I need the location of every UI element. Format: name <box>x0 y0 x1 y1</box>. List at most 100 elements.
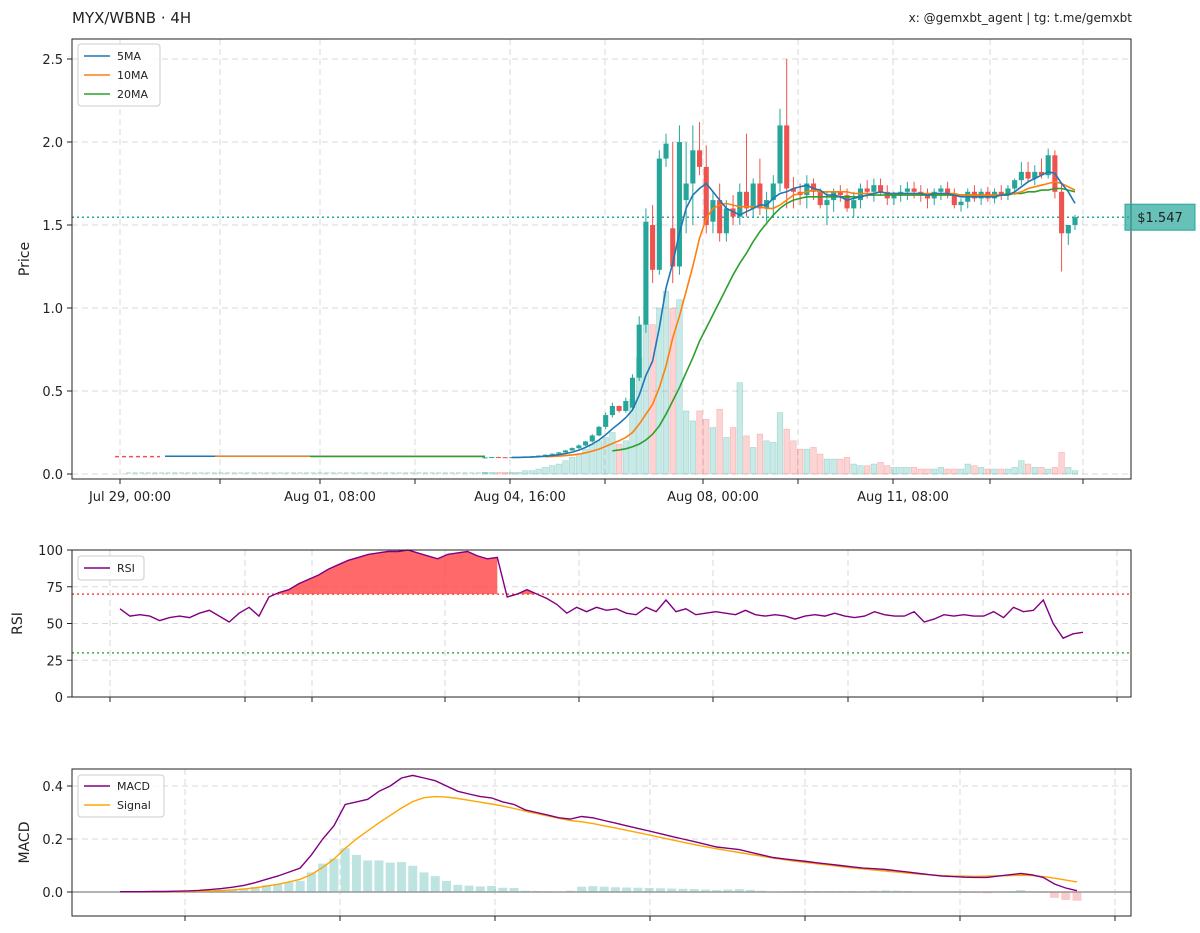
volume-bar <box>837 458 844 475</box>
volume-bar <box>1071 470 1079 475</box>
price-ytick-label: 0.5 <box>42 385 63 400</box>
volume-bar <box>343 472 349 474</box>
volume-bar <box>535 468 542 475</box>
volume-bar <box>662 291 670 475</box>
volume-bar <box>729 427 737 475</box>
macd-histogram-bar <box>1061 892 1071 900</box>
volume-bar <box>264 472 270 474</box>
candle-body <box>549 453 555 455</box>
volume-bar <box>244 472 250 474</box>
volume-bar <box>251 472 257 474</box>
candle-body <box>1025 171 1031 179</box>
volume-bar <box>330 472 336 474</box>
price-xtick-label: Aug 01, 08:00 <box>284 490 376 505</box>
macd-histogram-bar <box>430 876 440 892</box>
candle-body <box>703 166 709 225</box>
macd-histogram-bar <box>273 883 283 892</box>
price-ytick-label: 2.5 <box>42 53 63 68</box>
volume-bar <box>656 307 663 475</box>
volume-bar <box>642 324 650 475</box>
macd-histogram-bar <box>228 889 238 892</box>
rsi-ylabel: RSI <box>10 612 26 635</box>
volume-bar <box>709 427 717 475</box>
volume-bar <box>810 447 817 475</box>
candle-body <box>750 183 756 209</box>
volume-bar <box>284 472 290 474</box>
volume-bar <box>562 460 569 475</box>
volume-bar <box>984 468 991 475</box>
candle-body <box>663 143 669 159</box>
volume-bar <box>271 472 277 474</box>
volume-bar <box>508 472 515 475</box>
candle-body <box>938 188 944 192</box>
macd-histogram-bar <box>633 887 643 892</box>
volume-bar <box>937 467 945 475</box>
macd-histogram-bar <box>588 886 598 892</box>
candle-body <box>616 405 622 411</box>
volume-bar <box>897 467 904 475</box>
candle-body <box>690 150 696 184</box>
volume-bar <box>231 472 237 474</box>
volume-bar <box>495 472 502 475</box>
volume-bar <box>225 472 230 474</box>
price-ytick-label: 0.0 <box>42 468 63 483</box>
volume-bar <box>770 442 777 475</box>
volume-bar <box>481 472 489 475</box>
volume-bar <box>796 448 804 475</box>
volume-bar <box>317 472 323 474</box>
price-xtick-label: Aug 04, 16:00 <box>474 490 566 505</box>
volume-bar <box>1045 468 1052 475</box>
volume-bar <box>548 465 556 475</box>
volume-bar <box>696 410 703 475</box>
last-price-badge <box>1124 203 1196 231</box>
macd-histogram-bar <box>700 889 710 892</box>
macd-frame <box>71 768 1132 917</box>
legend-label: 5MA <box>117 50 141 63</box>
macd-histogram-bar <box>340 848 350 892</box>
macd-histogram-bar <box>295 880 305 892</box>
macd-histogram-bar <box>509 888 519 892</box>
candle-body <box>656 158 662 270</box>
price-ylabel: Price <box>17 242 33 276</box>
candle-body <box>924 195 931 199</box>
candle-body <box>784 125 790 189</box>
volume-bar <box>291 472 296 474</box>
volume-bar <box>310 472 316 474</box>
macd-histogram-bar <box>745 889 755 892</box>
volume-bar <box>1058 452 1065 475</box>
legend-label: 10MA <box>117 69 148 82</box>
macd-ytick-label: 0.0 <box>42 886 63 901</box>
price-legend-box <box>77 43 161 107</box>
candle-body <box>542 454 548 456</box>
macd-histogram-bar <box>306 872 316 892</box>
volume-bar <box>689 420 696 475</box>
volume-bar <box>582 448 589 475</box>
volume-bar <box>165 472 171 474</box>
price-xtick-label: Jul 29, 00:00 <box>88 490 171 505</box>
volume-bar <box>442 472 448 474</box>
volume-bar <box>456 472 461 474</box>
signal-line <box>120 795 1078 893</box>
volume-bar <box>403 472 409 474</box>
volume-bar <box>823 458 831 475</box>
macd-histogram-bar <box>1072 892 1082 901</box>
volume-bar <box>462 472 468 474</box>
candle-body <box>878 185 884 192</box>
volume-bar <box>218 472 224 474</box>
candle-body <box>831 191 837 201</box>
volume-bar <box>723 437 730 475</box>
volume-bar <box>843 457 851 475</box>
volume-bar <box>609 432 616 475</box>
macd-ylabel: MACD <box>17 822 33 864</box>
volume-bar <box>429 472 435 474</box>
candle-body <box>583 441 589 446</box>
rsi-ytick-label: 25 <box>46 654 63 669</box>
volume-bar <box>575 453 582 475</box>
macd-histogram-bar <box>1049 892 1059 898</box>
volume-bar <box>750 447 757 475</box>
candle-body <box>911 188 917 192</box>
price-ytick-label: 1.0 <box>42 302 63 317</box>
volume-bar <box>703 418 710 475</box>
volume-bar <box>991 468 998 475</box>
price-xtick-label: Aug 08, 00:00 <box>667 490 759 505</box>
